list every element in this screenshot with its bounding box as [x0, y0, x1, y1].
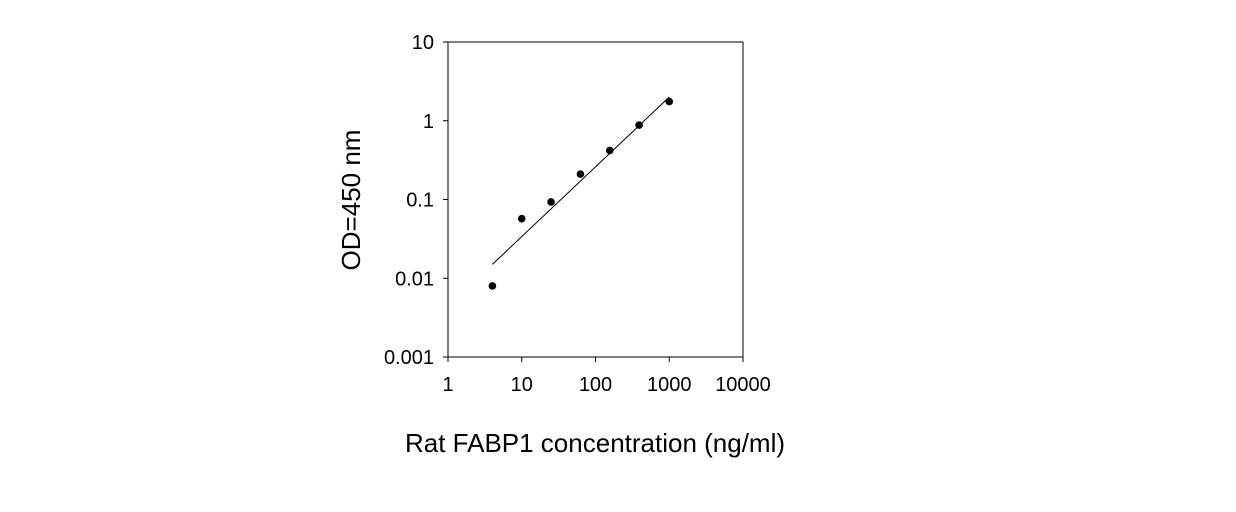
x-axis-ticks: 1 10 100 1000 10000: [442, 357, 771, 396]
data-point: [488, 282, 497, 290]
fit-layer: [492, 96, 670, 265]
x-tick-label: 10000: [715, 374, 771, 396]
data-point: [547, 198, 555, 206]
y-axis-ticks: 0.001 0.01 0.1 1 10: [384, 32, 448, 369]
x-tick-label: 1: [442, 374, 453, 396]
x-tick-label: 100: [579, 374, 612, 396]
data-point: [605, 146, 614, 155]
data-point: [517, 214, 526, 223]
y-tick-label: 0.001: [384, 347, 434, 369]
data-point: [665, 97, 674, 106]
y-tick-label: 1: [423, 111, 434, 133]
data-point: [635, 121, 643, 129]
x-tick-label: 10: [511, 374, 533, 396]
x-axis-title: Rat FABP1 concentration (ng/ml): [405, 428, 785, 458]
plot-frame: [447, 41, 744, 358]
y-axis-title: OD=450 nm: [336, 130, 366, 271]
fit-line: [492, 96, 670, 265]
data-point: [576, 170, 585, 178]
data-points: [488, 97, 674, 290]
y-tick-label: 10: [412, 32, 434, 54]
x-tick-label: 1000: [647, 374, 692, 396]
y-tick-label: 0.01: [395, 268, 434, 290]
y-tick-label: 0.1: [406, 190, 434, 212]
